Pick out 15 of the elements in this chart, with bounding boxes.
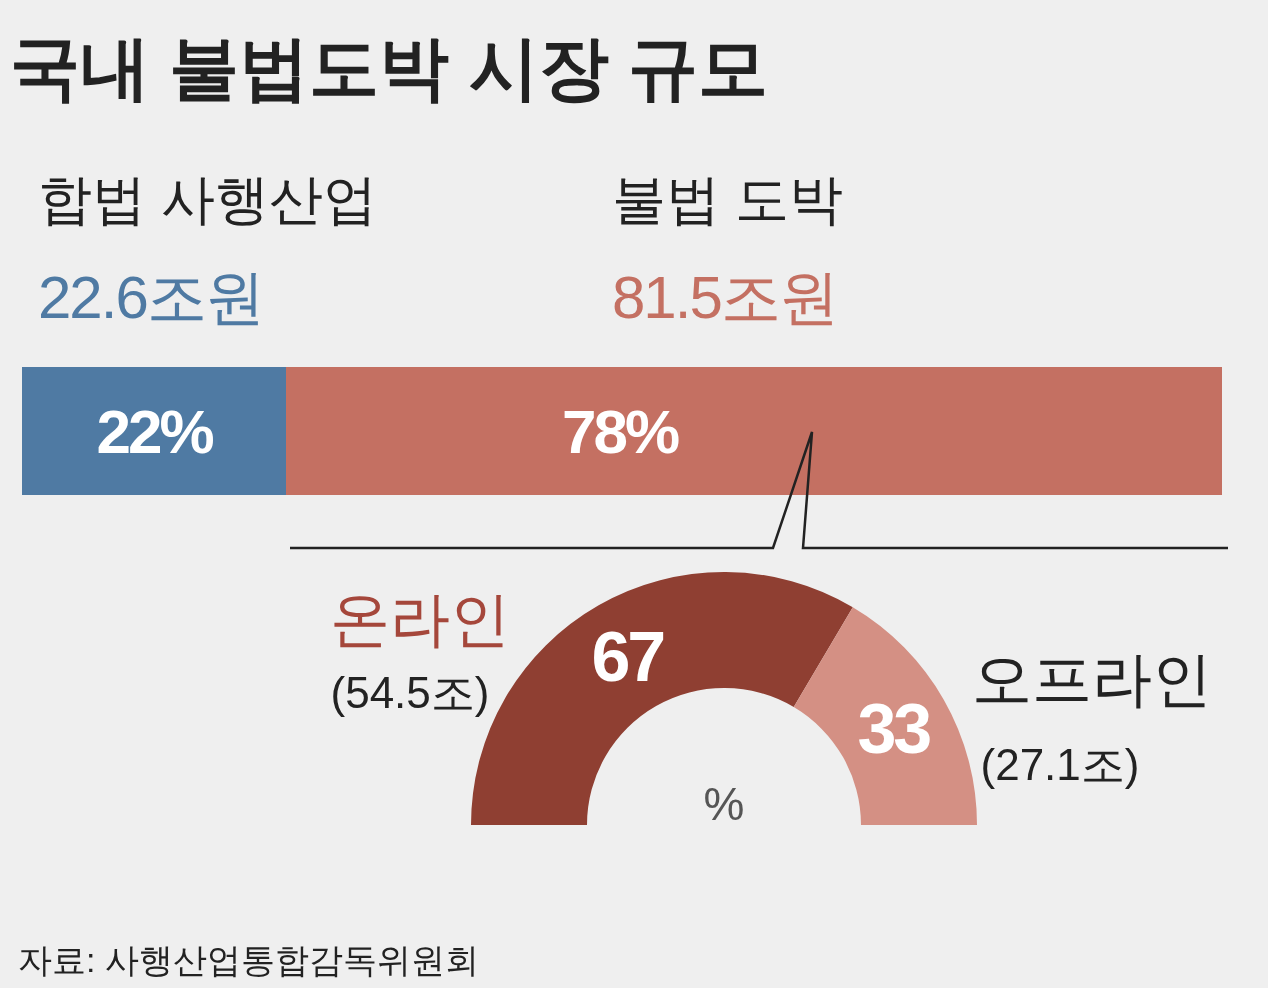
text: (54.5조) — [330, 668, 490, 717]
text: 합법 사행산업 — [38, 169, 378, 229]
data-label: 22% — [96, 397, 214, 466]
data-label: 33 — [857, 690, 931, 769]
data-label: 78% — [561, 397, 679, 466]
text: 불법 도박 — [612, 169, 844, 229]
slice-label: 온라인 — [330, 586, 510, 653]
data-label: 67 — [591, 617, 664, 696]
chart-title: 국내 불법도박 시장 규모 — [10, 29, 769, 107]
text: 22.6조원 — [38, 264, 263, 331]
text: (27.1조) — [980, 740, 1140, 789]
text: % — [703, 778, 745, 830]
text: 자료: 사행산업통합감독위원회 — [18, 941, 479, 979]
slice-label: 오프라인 — [972, 646, 1212, 713]
text: 81.5조원 — [612, 264, 837, 331]
